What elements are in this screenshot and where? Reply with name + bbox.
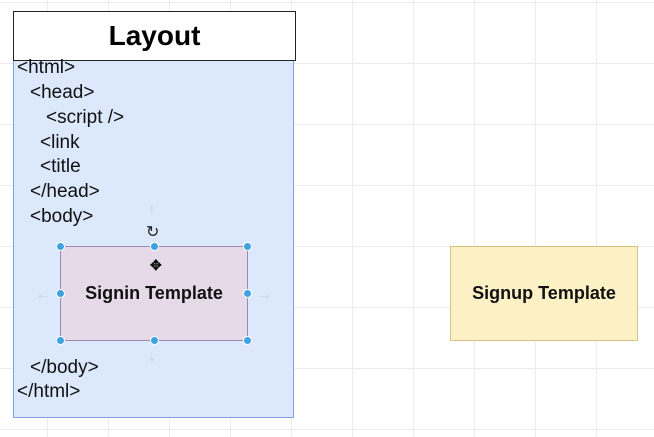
resize-handle-bottom-left[interactable] (56, 336, 65, 345)
signin-template-box[interactable]: Signin Template (60, 246, 248, 341)
arrow-left-icon: ← (35, 286, 51, 303)
resize-handle-bottom[interactable] (150, 336, 159, 345)
code-head-open: <head> (30, 82, 95, 103)
layout-title[interactable]: Layout (13, 11, 296, 61)
arrow-up-icon: ↑ (148, 202, 156, 219)
arrow-right-icon: → (256, 286, 272, 303)
code-body-close: </body> (30, 357, 99, 378)
resize-handle-left[interactable] (56, 289, 65, 298)
resize-handle-top-right[interactable] (243, 242, 252, 251)
code-html-open: <html> (17, 57, 76, 78)
code-script: <script /> (46, 107, 125, 128)
arrow-down-icon: ↓ (148, 348, 156, 365)
move-icon[interactable]: ✥ (150, 257, 162, 273)
signup-template-label: Signup Template (472, 283, 616, 303)
resize-handle-top[interactable] (150, 242, 159, 251)
resize-handle-right[interactable] (243, 289, 252, 298)
resize-handle-top-left[interactable] (56, 242, 65, 251)
code-head-close: </head> (30, 181, 100, 202)
resize-handle-bottom-right[interactable] (243, 336, 252, 345)
signup-template-box[interactable]: Signup Template (450, 246, 638, 341)
code-html-close: </html> (17, 381, 81, 402)
code-body-open: <body> (30, 206, 94, 227)
layout-container[interactable] (13, 11, 294, 418)
rotate-icon[interactable]: ↻ (146, 224, 160, 241)
signin-template-label: Signin Template (85, 283, 223, 303)
code-title: <title (40, 156, 81, 177)
code-link: <link (40, 132, 80, 153)
